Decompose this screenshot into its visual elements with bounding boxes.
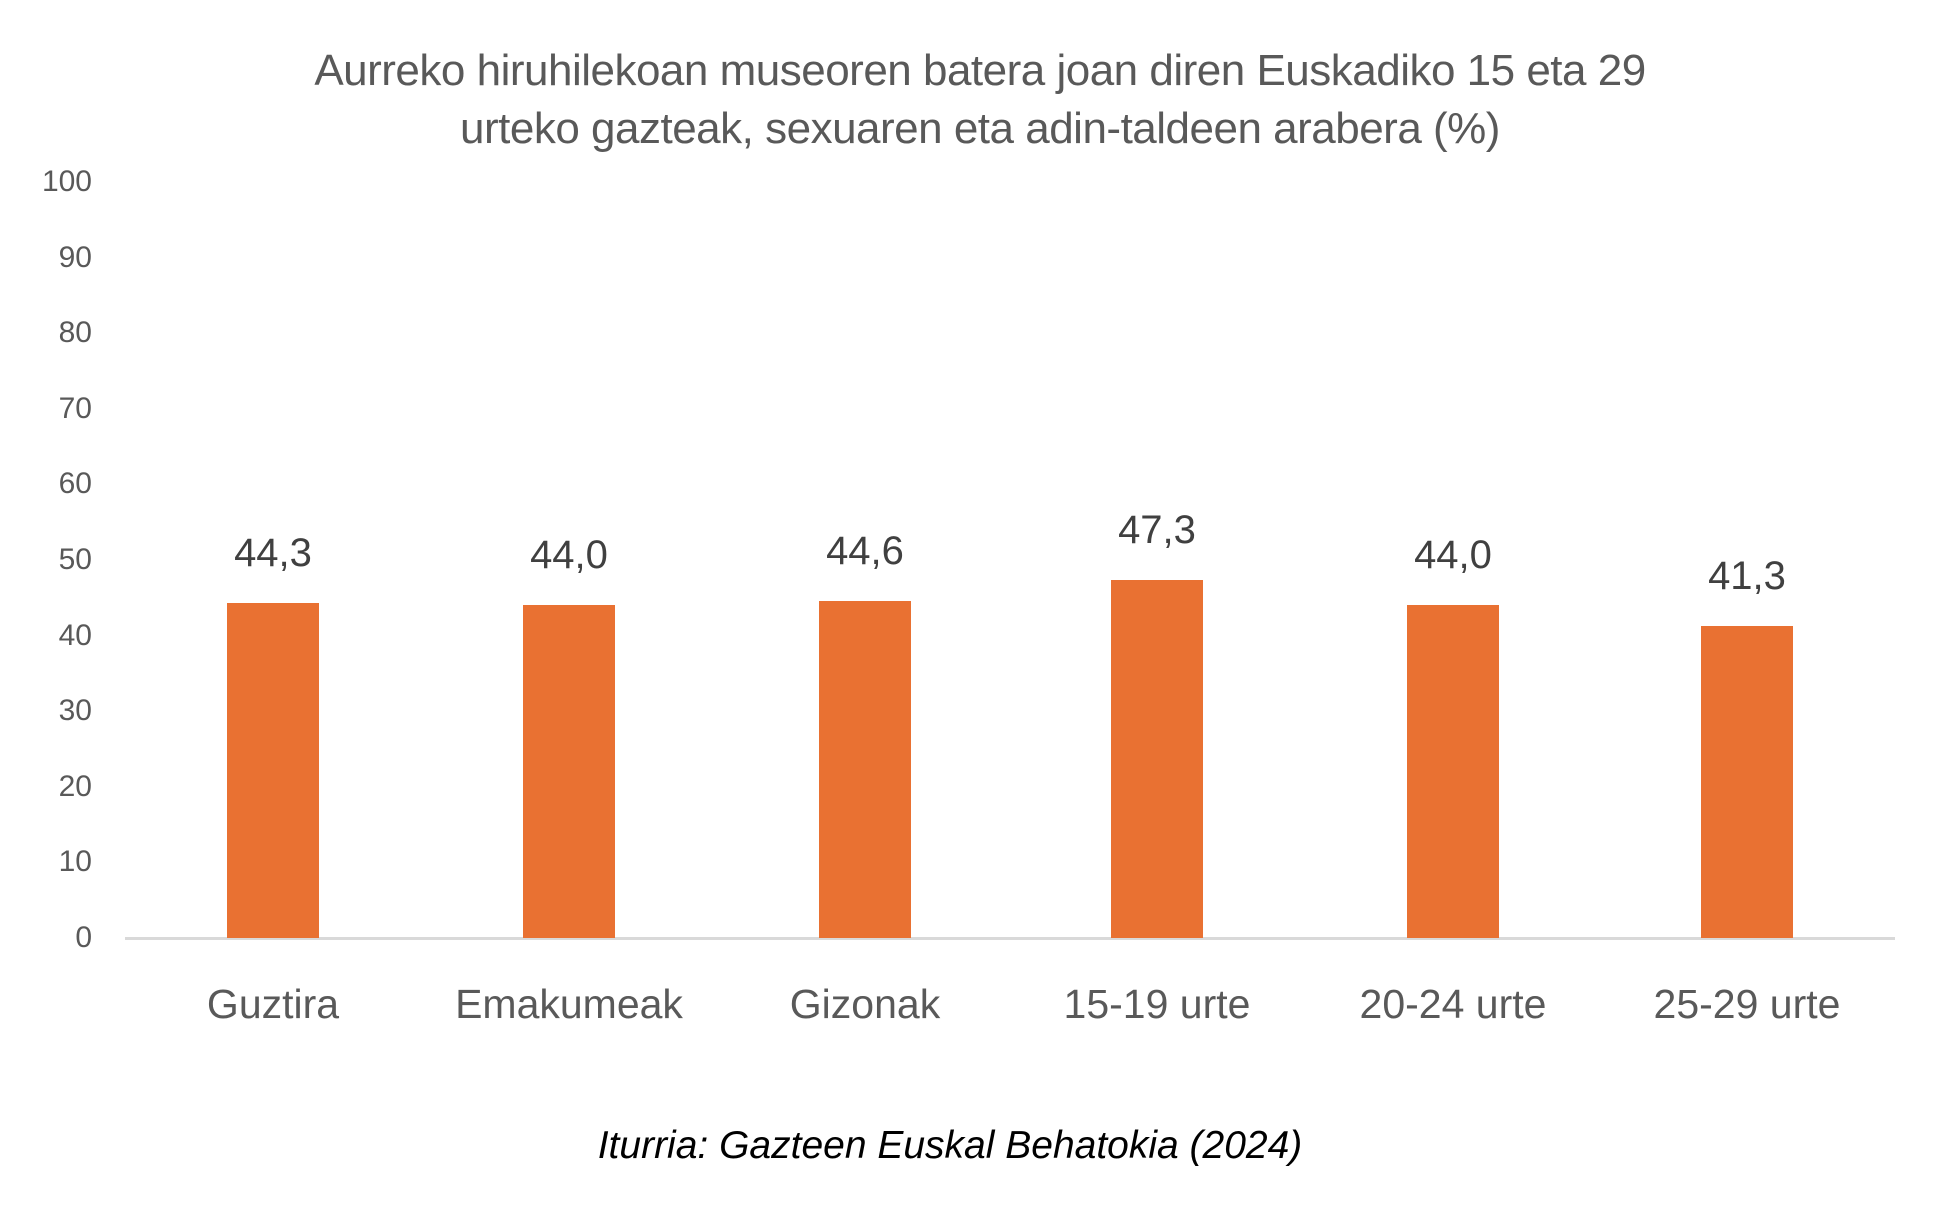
- x-category-label: 15-19 urte: [1063, 981, 1251, 1027]
- data-label: 41,3: [1708, 553, 1786, 598]
- y-tick-label: 0: [75, 921, 92, 954]
- x-category-label: Guztira: [206, 981, 340, 1027]
- y-tick-label: 50: [58, 543, 92, 576]
- y-tick-label: 10: [58, 845, 92, 879]
- y-tick-label: 60: [58, 467, 92, 501]
- chart-title-line-2: urteko gazteak, sexuaren eta adin-taldee…: [460, 104, 1500, 153]
- chart-title: Aurreko hiruhilekoan museoren batera joa…: [0, 42, 1949, 158]
- data-label: 44,0: [1414, 533, 1492, 578]
- x-axis-line: [125, 937, 1895, 940]
- data-label: 47,3: [1118, 508, 1196, 553]
- y-tick-label: 100: [41, 165, 92, 198]
- chart-title-line-1: Aurreko hiruhilekoan museoren batera joa…: [314, 46, 1646, 95]
- bar: [227, 603, 319, 938]
- bar: [1111, 580, 1203, 938]
- y-tick-label: 20: [58, 769, 92, 803]
- y-tick-label: 30: [58, 694, 92, 728]
- y-tick-label: 70: [58, 391, 92, 425]
- bar: [523, 605, 615, 938]
- data-label: 44,6: [826, 528, 904, 573]
- bar: [1407, 605, 1499, 938]
- x-category-label: 25-29 urte: [1653, 981, 1841, 1027]
- x-category-label: Emakumeak: [455, 981, 683, 1027]
- x-category-label: Gizonak: [789, 981, 941, 1027]
- data-label: 44,3: [234, 531, 312, 576]
- y-tick-label: 40: [58, 618, 92, 652]
- y-tick-label: 80: [58, 316, 92, 350]
- x-category-label: 20-24 urte: [1359, 981, 1547, 1027]
- bar: [1701, 625, 1793, 938]
- bar: [819, 600, 911, 938]
- data-label: 44,0: [530, 533, 608, 578]
- y-tick-label: 90: [58, 240, 92, 274]
- source-note: Iturria: Gazteen Euskal Behatokia (2024): [597, 1124, 1303, 1167]
